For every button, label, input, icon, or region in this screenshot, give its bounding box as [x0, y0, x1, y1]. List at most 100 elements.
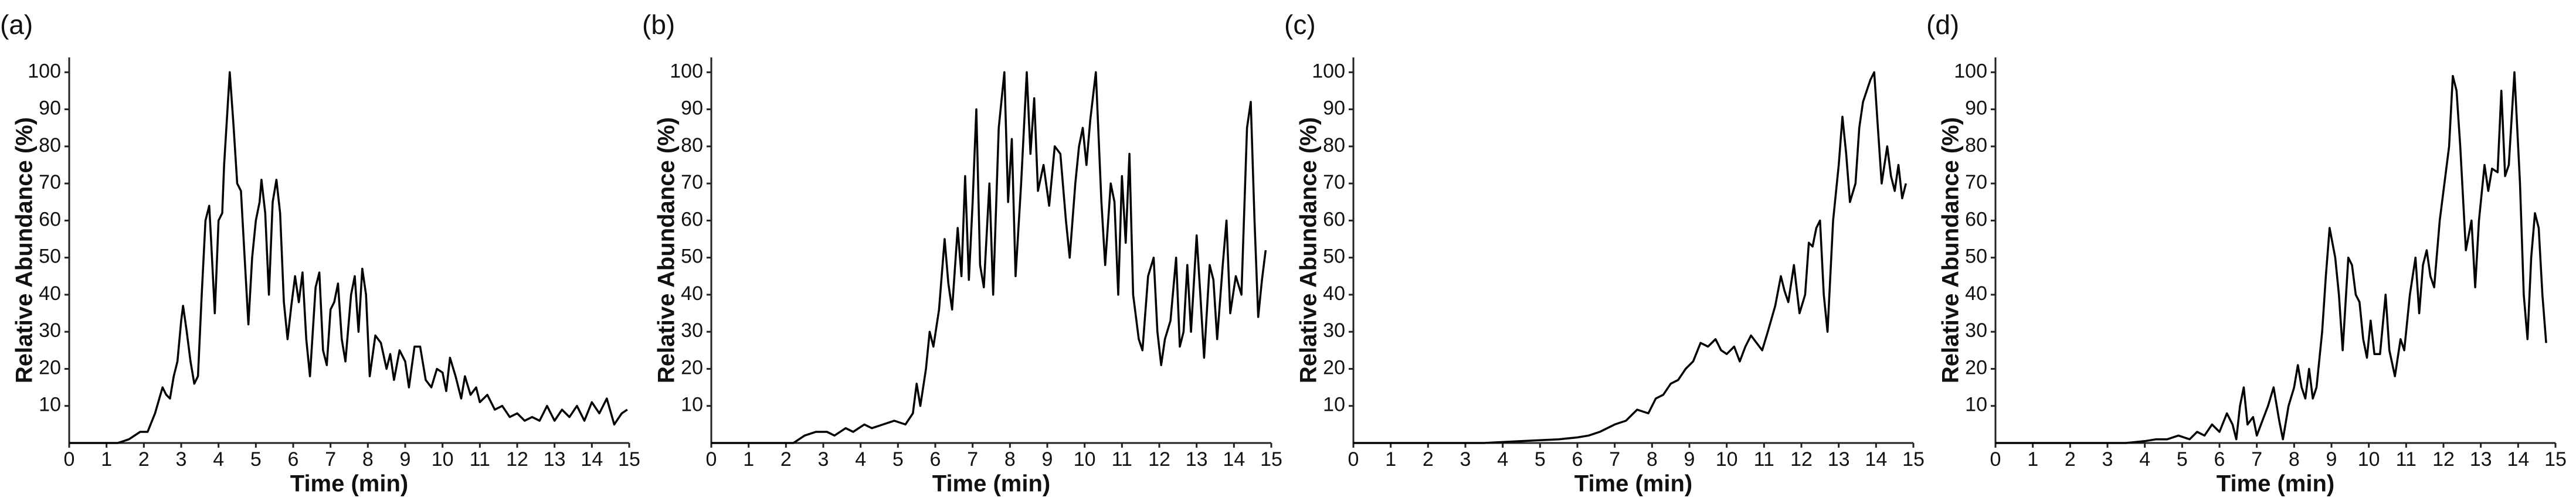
chromatogram-line: [711, 71, 1267, 444]
y-tick-label: 10: [1965, 394, 1987, 416]
x-tick-label: 11: [2396, 448, 2417, 471]
x-tick-label: 10: [1074, 448, 1096, 471]
x-tick-label: 10: [432, 448, 454, 471]
y-tick-label: 90: [39, 97, 61, 120]
y-tick-label: 70: [39, 171, 61, 193]
x-tick-label: 14: [1223, 448, 1245, 471]
x-tick-label: 12: [1790, 448, 1813, 471]
y-tick-label: 20: [1965, 356, 1987, 379]
y-tick-label: 80: [1965, 134, 1987, 156]
x-tick-label: 11: [470, 448, 490, 471]
x-tick-label: 5: [250, 448, 262, 471]
x-tick-label: 1: [2027, 448, 2038, 471]
y-axis-label: Relative Abundance (%): [1938, 117, 1964, 383]
y-tick-label: 70: [1323, 171, 1345, 193]
x-tick-label: 13: [1828, 448, 1850, 471]
x-axis-label: Time (min): [290, 471, 409, 497]
x-tick-label: 15: [618, 448, 640, 471]
panel-label: (c): [1284, 9, 1316, 40]
panel-label: (a): [0, 9, 33, 40]
x-tick-label: 5: [1535, 448, 1546, 471]
y-tick-label: 20: [1323, 356, 1345, 379]
y-tick-label: 10: [681, 394, 703, 416]
chromatogram-line: [69, 71, 628, 444]
y-tick-label: 20: [681, 356, 703, 379]
y-tick-label: 40: [681, 282, 703, 305]
y-tick-label: 100: [1954, 60, 1987, 82]
x-tick-label: 12: [506, 448, 528, 471]
y-tick-label: 50: [39, 246, 61, 268]
x-tick-label: 9: [1042, 448, 1053, 471]
x-tick-label: 9: [400, 448, 411, 471]
x-tick-label: 1: [743, 448, 754, 471]
x-tick-label: 6: [1572, 448, 1583, 471]
x-tick-label: 15: [1902, 448, 1925, 471]
x-tick-label: 6: [2214, 448, 2225, 471]
y-tick-label: 90: [1323, 97, 1345, 120]
y-tick-label: 40: [1323, 282, 1345, 305]
x-tick-label: 4: [213, 448, 224, 471]
x-tick-label: 10: [2358, 448, 2380, 471]
y-tick-label: 50: [1323, 246, 1345, 268]
x-axis-label: Time (min): [932, 471, 1051, 497]
y-tick-label: 40: [39, 282, 61, 305]
x-tick-label: 8: [1647, 448, 1658, 471]
y-tick-label: 60: [1323, 208, 1345, 230]
x-tick-label: 15: [1260, 448, 1282, 471]
y-axis-label: Relative Abundance (%): [1296, 117, 1322, 383]
x-tick-label: 10: [1716, 448, 1738, 471]
x-tick-label: 2: [780, 448, 792, 471]
x-tick-label: 11: [1112, 448, 1132, 471]
x-tick-label: 3: [818, 448, 829, 471]
x-tick-label: 13: [1186, 448, 1208, 471]
x-tick-label: 4: [855, 448, 866, 471]
x-tick-label: 3: [1460, 448, 1471, 471]
x-tick-label: 8: [2289, 448, 2300, 471]
y-tick-label: 80: [1323, 134, 1345, 156]
y-tick-label: 20: [39, 356, 61, 379]
x-tick-label: 4: [1497, 448, 1508, 471]
y-tick-label: 100: [670, 60, 703, 82]
x-tick-label: 12: [1148, 448, 1170, 471]
x-axis-label: Time (min): [2217, 471, 2335, 497]
y-tick-label: 80: [39, 134, 61, 156]
y-axis-label: Relative Abundance (%): [654, 117, 680, 383]
x-tick-label: 14: [2507, 448, 2529, 471]
x-tick-label: 0: [1990, 448, 2001, 471]
x-tick-label: 7: [967, 448, 978, 471]
y-tick-label: 50: [1965, 246, 1987, 268]
x-tick-label: 2: [138, 448, 150, 471]
chromatogram-line: [1353, 71, 1907, 444]
x-tick-label: 6: [288, 448, 299, 471]
x-tick-label: 11: [1754, 448, 1774, 471]
y-tick-label: 40: [1965, 282, 1987, 305]
x-tick-label: 7: [1609, 448, 1620, 471]
x-tick-label: 9: [1684, 448, 1695, 471]
x-tick-label: 6: [930, 448, 941, 471]
y-tick-label: 60: [1965, 208, 1987, 230]
y-tick-label: 70: [1965, 171, 1987, 193]
y-tick-label: 30: [681, 319, 703, 342]
x-tick-label: 0: [64, 448, 75, 471]
panel-label: (d): [1926, 9, 1959, 40]
y-tick-label: 30: [39, 319, 61, 342]
y-tick-label: 10: [1323, 394, 1345, 416]
x-tick-label: 14: [581, 448, 603, 471]
x-tick-label: 15: [2544, 448, 2567, 471]
x-tick-label: 4: [2139, 448, 2150, 471]
x-tick-label: 8: [1004, 448, 1016, 471]
x-tick-label: 1: [1385, 448, 1396, 471]
y-tick-label: 30: [1965, 319, 1987, 342]
x-tick-label: 8: [362, 448, 374, 471]
y-tick-label: 30: [1323, 319, 1345, 342]
x-tick-label: 2: [2065, 448, 2076, 471]
x-tick-label: 2: [1423, 448, 1434, 471]
x-tick-label: 13: [2470, 448, 2492, 471]
x-axis-label: Time (min): [1574, 471, 1693, 497]
x-tick-label: 9: [2326, 448, 2337, 471]
y-tick-label: 10: [39, 394, 61, 416]
x-tick-label: 5: [892, 448, 904, 471]
y-tick-label: 60: [39, 208, 61, 230]
